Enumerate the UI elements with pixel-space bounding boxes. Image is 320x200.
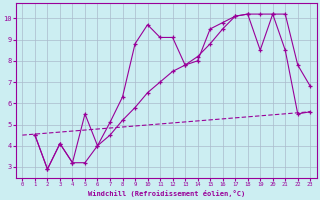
X-axis label: Windchill (Refroidissement éolien,°C): Windchill (Refroidissement éolien,°C) [88,190,245,197]
